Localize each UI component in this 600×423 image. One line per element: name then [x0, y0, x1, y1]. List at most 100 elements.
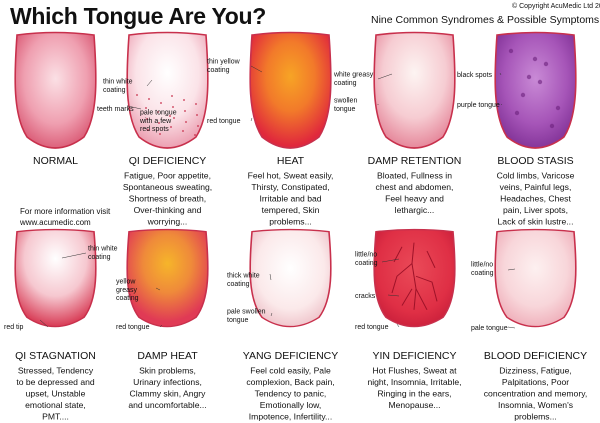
annotation: yellow	[116, 278, 136, 285]
annotation: purple tongue	[457, 102, 500, 109]
symptom-line: Ringing in the ears,	[377, 388, 451, 398]
tongue-shape	[494, 228, 577, 328]
annotation: white greasy	[333, 72, 374, 79]
tongue-shape	[249, 31, 332, 149]
symptom-line: and uncomfortable...	[128, 400, 206, 410]
annotation: coating	[471, 270, 494, 277]
symptom-line: Dizziness, Fatigue,	[499, 365, 572, 375]
annotation: thick white	[227, 273, 260, 280]
tongue-shape	[373, 31, 456, 149]
syndrome-name: YIN DEFICIENCY	[372, 350, 456, 362]
symptom-line: Irritable and bad	[259, 193, 321, 203]
symptom-line: Lack of skin lustre...	[498, 217, 574, 227]
dark-spot	[526, 74, 532, 80]
annotation: red tongue	[116, 324, 150, 331]
leader-line	[39, 319, 49, 328]
symptom-line: Insomnia, Women's	[498, 400, 573, 410]
crack	[401, 288, 413, 306]
crack	[391, 263, 413, 294]
red-spot	[196, 114, 198, 116]
crack	[411, 242, 417, 310]
annotation: swollen	[334, 98, 357, 105]
red-spot	[157, 111, 159, 113]
red-spot	[158, 122, 160, 124]
dark-spot	[537, 79, 543, 85]
symptom-line: Bloated, Fullness in	[377, 170, 452, 180]
symptom-line: Clammy skin, Angry	[130, 388, 207, 398]
leader-line	[270, 312, 273, 317]
annotation: coating	[207, 67, 230, 74]
tongue-shape	[126, 228, 209, 328]
symptom-line: Urinary infections,	[133, 377, 202, 387]
leader-line	[387, 294, 400, 297]
syndrome-name: BLOOD STASIS	[497, 155, 573, 167]
copyright: © Copyright AcuMedic Ltd 2009	[512, 2, 600, 10]
title: Which Tongue Are You?	[10, 3, 266, 29]
symptom-line: Hot Flushes, Sweat at	[372, 365, 457, 375]
crack	[426, 250, 436, 268]
red-spot	[170, 126, 172, 128]
annotation: thin yellow	[207, 59, 241, 66]
symptom-line: Menopause...	[388, 400, 440, 410]
annotation: coating	[88, 254, 111, 261]
tongue-shape	[249, 228, 332, 328]
symptom-line: concentration and memory,	[484, 388, 588, 398]
annotation: coating	[116, 295, 139, 302]
annotation: greasy	[116, 287, 138, 294]
symptom-line: Shortness of breath,	[129, 193, 206, 203]
dark-spot	[520, 92, 526, 98]
symptom-line: Skin problems,	[139, 365, 196, 375]
dark-spot	[549, 123, 555, 129]
symptom-line: Thirsty, Constipated,	[251, 182, 329, 192]
leader-line	[146, 79, 153, 87]
symptom-line: Palpitations, Poor	[502, 377, 569, 387]
symptom-line: Headaches, Chest	[500, 193, 571, 203]
tongue	[14, 31, 97, 149]
symptom-line: Cold limbs, Varicose	[497, 170, 575, 180]
symptom-line: Emotionally low,	[260, 400, 322, 410]
crack	[415, 275, 438, 302]
annotation: thin white	[103, 79, 133, 86]
leader-line	[127, 105, 142, 110]
red-spot	[185, 121, 187, 123]
red-spot	[183, 99, 185, 101]
annotation: little/no	[355, 252, 377, 259]
leader-line	[250, 117, 253, 122]
dark-spot	[543, 61, 549, 67]
annotation: tongue	[227, 317, 249, 324]
symptom-line: chest and abdomen,	[376, 182, 454, 192]
syndrome-name: BLOOD DEFICIENCY	[484, 350, 587, 362]
red-spot	[182, 130, 184, 132]
dark-spot	[532, 56, 538, 62]
red-spot	[194, 134, 196, 136]
red-spot	[148, 98, 150, 100]
annotation: pale swollen	[227, 309, 266, 316]
annotation: coating	[103, 87, 126, 94]
symptom-line: worrying...	[147, 217, 188, 227]
symptom-line: Stressed, Tendency	[18, 365, 94, 375]
tongue-grid: NORMAL QI DEFICIENCY Fatigue, Poor appetit…	[4, 31, 588, 422]
syndrome-name: DAMP HEAT	[137, 350, 198, 362]
symptom-line: upset, Unstable	[26, 388, 86, 398]
symptom-line: lethargic...	[395, 205, 435, 215]
dark-spot	[514, 110, 520, 116]
tongue	[14, 228, 97, 328]
leader-line	[507, 268, 516, 271]
annotation: little/no	[471, 262, 493, 269]
symptom-line: Feel heavy and	[385, 193, 444, 203]
tongue	[249, 31, 332, 149]
annotation: with a few	[139, 118, 172, 125]
syndrome-name: DAMP RETENTION	[368, 155, 462, 167]
annotation: pale tongue	[471, 325, 508, 332]
tongue	[494, 31, 577, 149]
red-spot	[184, 110, 186, 112]
red-spot	[159, 133, 161, 135]
annotation: cracks	[355, 293, 376, 300]
symptom-line: complexion, Back pain,	[246, 377, 334, 387]
annotation: coating	[227, 281, 250, 288]
annotation: coating	[355, 260, 378, 267]
symptom-line: night, Insomnia, Irritable,	[367, 377, 461, 387]
tongue-shape	[14, 31, 97, 149]
annotation: red tongue	[207, 118, 241, 125]
symptom-line: to be depressed and	[16, 377, 95, 387]
